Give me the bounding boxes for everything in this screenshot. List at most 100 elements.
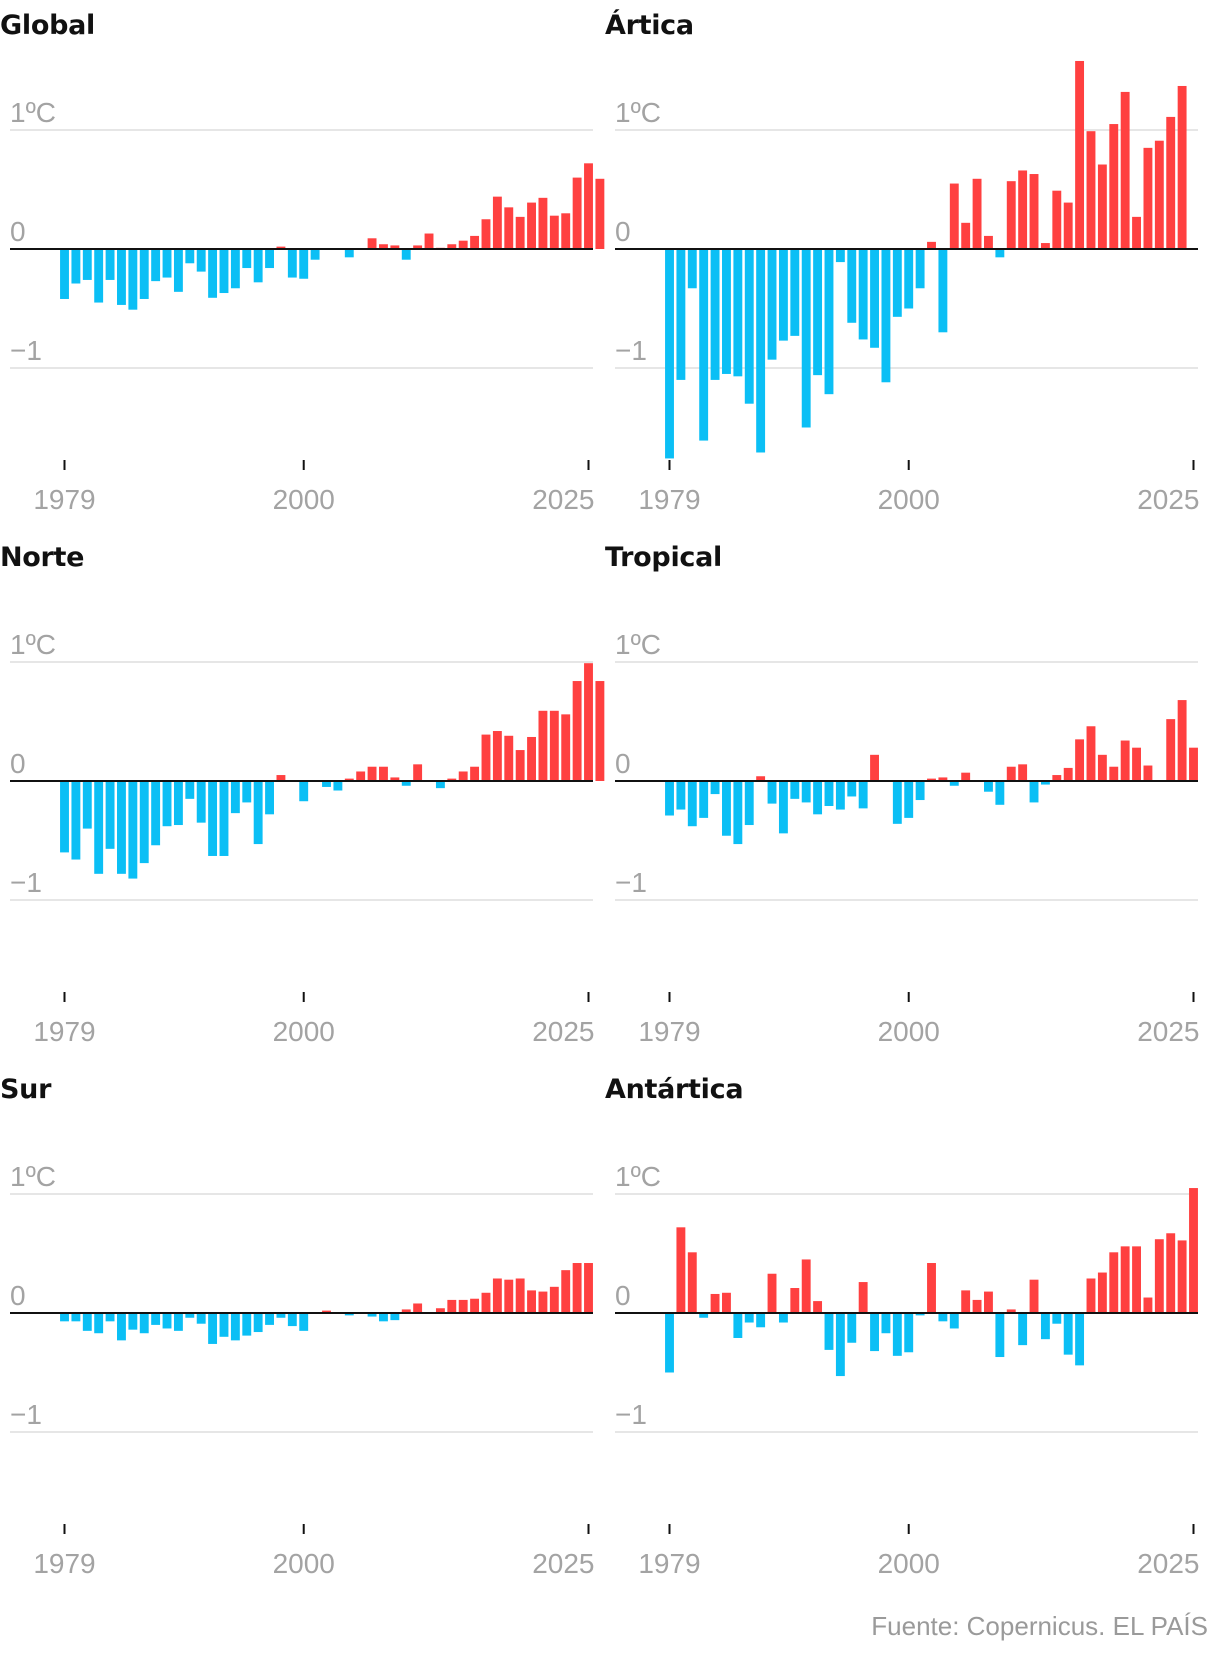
- bar: [185, 1313, 195, 1318]
- bar: [208, 249, 218, 298]
- x-tick-label: 2000: [878, 484, 940, 515]
- bar: [413, 1303, 423, 1313]
- bar: [835, 1313, 845, 1377]
- bar: [230, 1313, 240, 1341]
- x-tick-label: 1979: [638, 484, 700, 515]
- bar: [1109, 1252, 1119, 1313]
- bar: [515, 216, 525, 249]
- bar: [242, 781, 252, 803]
- bar: [94, 1313, 104, 1334]
- y-tick-label: 0: [10, 216, 26, 247]
- bar: [801, 1259, 811, 1313]
- bar: [561, 213, 571, 249]
- bar: [447, 1299, 457, 1313]
- bar: [379, 766, 388, 781]
- bar: [1052, 1313, 1062, 1324]
- bar: [458, 240, 468, 249]
- bar: [1177, 700, 1187, 781]
- bar: [379, 244, 388, 249]
- bar: [733, 781, 743, 845]
- x-tick-label: 2025: [1137, 1548, 1199, 1579]
- bar: [1120, 740, 1130, 781]
- bar: [94, 249, 104, 303]
- y-tick-label: 1ºC: [615, 629, 661, 660]
- x-tick-label: 2000: [878, 1016, 940, 1047]
- bar: [82, 781, 92, 829]
- bar: [722, 249, 731, 374]
- bar: [1177, 1240, 1187, 1313]
- bar: [778, 1313, 788, 1323]
- bar-chart: 1ºC 0 −1 1979 2000 2025: [615, 629, 1200, 1047]
- bar: [413, 245, 423, 249]
- bar: [390, 245, 400, 249]
- bar: [287, 1313, 297, 1327]
- bar: [367, 766, 377, 781]
- bar: [117, 1313, 126, 1341]
- bar: [1143, 147, 1153, 249]
- bar: [60, 249, 69, 299]
- bar: [435, 781, 445, 789]
- bar: [710, 1293, 720, 1313]
- bar: [128, 1313, 138, 1330]
- bar: [105, 1313, 115, 1322]
- bar: [572, 681, 582, 781]
- bar: [904, 249, 914, 309]
- bar-chart: 1ºC 0 −1 1979 2000 2025: [615, 60, 1200, 515]
- bar: [665, 781, 674, 816]
- bar: [230, 781, 240, 814]
- bar: [949, 183, 959, 249]
- panel-title: Global: [0, 10, 95, 41]
- bar: [196, 249, 206, 272]
- bar: [139, 249, 149, 299]
- bar: [961, 222, 971, 249]
- bar: [1006, 181, 1016, 249]
- x-tick-label: 2000: [273, 484, 335, 515]
- bar: [242, 1313, 252, 1336]
- bar: [515, 750, 525, 781]
- bar: [972, 1299, 982, 1313]
- bar: [1132, 747, 1141, 781]
- y-tick-label: −1: [10, 335, 42, 366]
- bar: [915, 781, 925, 801]
- x-tick-label: 1979: [33, 1548, 95, 1579]
- bar: [173, 249, 183, 292]
- y-tick-label: 0: [615, 1280, 631, 1311]
- bar: [1040, 781, 1050, 785]
- bar: [1120, 1246, 1130, 1313]
- bar: [333, 781, 343, 791]
- panel-tropical: Tropical 1ºC 0 −1 1979 2000 2025: [605, 532, 1205, 1064]
- panel-global: Global 1ºC 0 −1 1979 2000 2025: [0, 0, 605, 532]
- bar: [858, 1282, 868, 1313]
- bar: [767, 249, 777, 360]
- panel-antartica: Antártica 1ºC 0 −1 1979 2000 2025: [605, 1064, 1205, 1596]
- bar: [82, 1313, 92, 1331]
- bar: [458, 771, 468, 781]
- bar: [1143, 765, 1153, 781]
- bar: [572, 1263, 582, 1313]
- bar: [949, 781, 959, 786]
- bar: [572, 177, 582, 249]
- bar: [1029, 174, 1039, 249]
- bar: [733, 1313, 743, 1338]
- bar: [1097, 1272, 1107, 1313]
- bar: [938, 1313, 948, 1322]
- bar-chart: 1ºC 0 −1 1979 2000 2025: [10, 629, 605, 1047]
- bar: [995, 1313, 1005, 1358]
- bar: [927, 778, 936, 781]
- bar: [767, 781, 777, 804]
- bar: [756, 249, 766, 453]
- y-tick-label: 1ºC: [10, 629, 56, 660]
- bar: [676, 1227, 686, 1313]
- bar: [538, 197, 548, 249]
- bar: [847, 249, 857, 323]
- panel-sur: Sur 1ºC 0 −1 1979 2000 2025: [0, 1064, 600, 1596]
- bar: [1154, 140, 1164, 249]
- bar: [60, 781, 69, 853]
- bar: [1109, 766, 1119, 781]
- bar: [276, 775, 286, 781]
- bar: [71, 781, 81, 860]
- bar: [870, 1313, 879, 1352]
- bar: [504, 735, 514, 781]
- bar: [744, 781, 754, 826]
- bar: [1006, 766, 1016, 781]
